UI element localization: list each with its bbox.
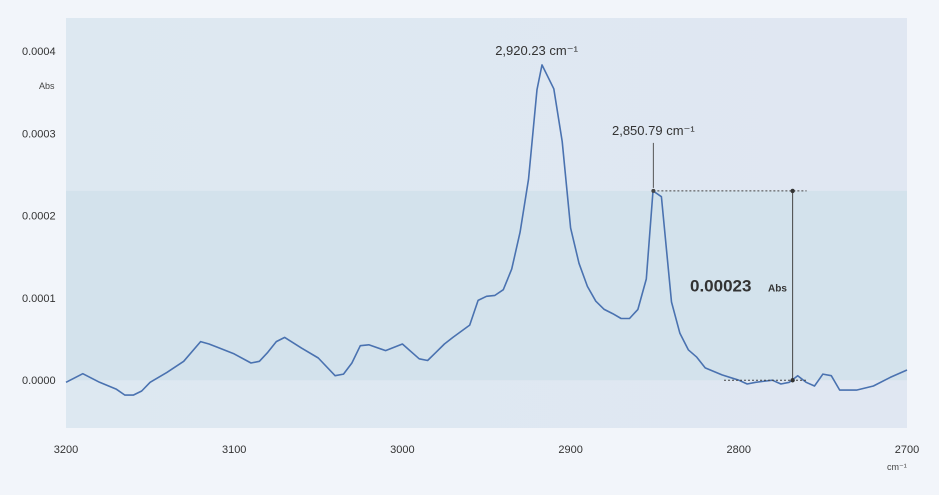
x-tick-label: 3000 — [390, 444, 414, 456]
highlight-band — [66, 190, 907, 381]
y-unit-label: Abs — [39, 81, 55, 91]
y-tick-label: 0.0000 — [22, 375, 56, 387]
x-tick-label: 2900 — [558, 444, 582, 456]
spectrum-line — [65, 64, 908, 396]
x-tick-label: 3100 — [222, 444, 246, 456]
y-tick-label: 0.0003 — [22, 128, 56, 140]
x-tick-label: 3200 — [54, 444, 78, 456]
x-tick-label: 2800 — [727, 444, 751, 456]
peak-label: 2,850.79 cm⁻¹ — [612, 123, 695, 138]
measurement-bottom-dot — [790, 378, 795, 383]
measurement-value: 0.00023 — [690, 277, 751, 296]
y-tick-label: 0.0004 — [22, 46, 56, 58]
measurement-top-dot — [790, 188, 795, 194]
y-tick-label: 0.0002 — [22, 211, 56, 223]
peak-marker — [651, 188, 656, 193]
y-tick-label: 0.0001 — [22, 293, 56, 305]
x-tick-label: 2700 — [895, 444, 919, 456]
peak-label: 2,920.23 cm⁻¹ — [495, 43, 578, 58]
x-unit-label: cm⁻¹ — [887, 462, 907, 472]
measurement-unit: Abs — [768, 284, 787, 295]
